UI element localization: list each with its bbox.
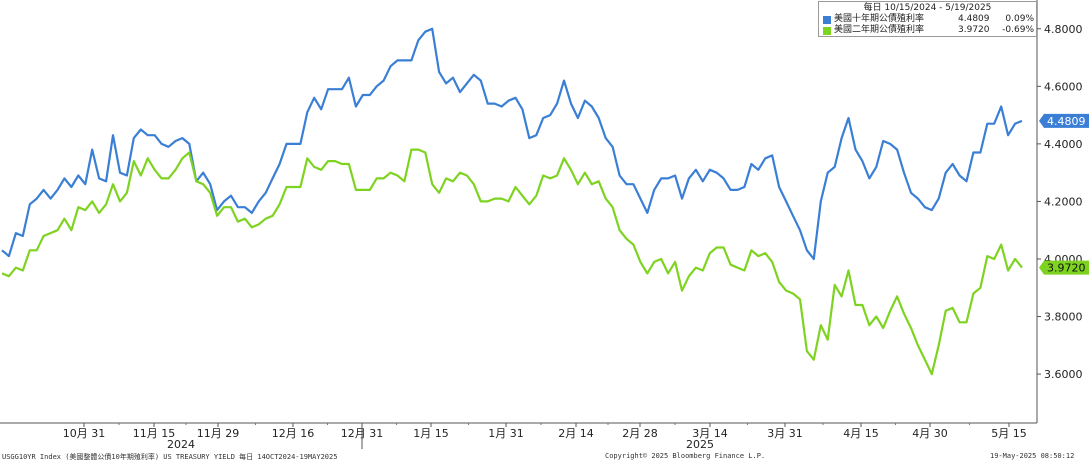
y-tick-label: 3.8000 bbox=[1044, 311, 1083, 324]
series-layer bbox=[1, 27, 1023, 376]
year-label: 2025 bbox=[686, 438, 714, 451]
last-value-tags: 4.4809 3.9720 bbox=[1039, 113, 1089, 275]
footer-timestamp: 19-May-2025 08:50:12 bbox=[990, 452, 1075, 460]
series-line-10y bbox=[1, 27, 1023, 261]
last-value-tag-2y bbox=[1039, 260, 1089, 275]
legend-value-10y: 4.4809 bbox=[958, 14, 990, 24]
year-label: 2024 bbox=[167, 438, 195, 451]
y-tick-label: 3.6000 bbox=[1044, 368, 1083, 381]
y-tick-label: 4.2000 bbox=[1044, 195, 1083, 208]
x-tick-label: 11月 29 bbox=[197, 427, 240, 440]
x-tick-label: 10月 31 bbox=[63, 427, 106, 440]
y-tick-label: 4.4000 bbox=[1044, 138, 1083, 151]
legend-swatch-10y bbox=[823, 15, 831, 24]
legend-row-10y: 美國十年期公債殖利率 4.4809 0.09% bbox=[819, 14, 1036, 25]
x-tick-label: 4月 15 bbox=[843, 427, 879, 440]
x-tick-label: 1月 31 bbox=[488, 427, 524, 440]
x-tick-label: 5月 15 bbox=[991, 427, 1027, 440]
x-axis: 10月 31 11月 15 11月 29 12月 16 12月 31 1月 15 1月 31… bbox=[0, 422, 1037, 451]
x-tick-label: 2月 14 bbox=[558, 427, 594, 440]
footer-ticker: USGG10YR Index (美國整體公債10年期殖利率) US TREASU… bbox=[2, 453, 338, 461]
legend-change-10y: 0.09% bbox=[1005, 14, 1034, 24]
x-tick-label: 12月 16 bbox=[272, 427, 315, 440]
footer-copyright: Copyright© 2025 Bloomberg Finance L.P. bbox=[605, 452, 766, 460]
x-tick-label: 3月 14 bbox=[692, 427, 728, 440]
y-axis: 3.60003.80004.00004.20004.40004.60004.80… bbox=[1036, 0, 1083, 423]
legend-swatch-2y bbox=[823, 26, 831, 35]
y-tick-label: 4.6000 bbox=[1044, 80, 1083, 93]
last-value-label-10y: 4.4809 bbox=[1047, 115, 1086, 128]
legend-header: 每日 10/15/2024 - 5/19/2025 bbox=[863, 3, 992, 13]
last-value-label-2y: 3.9720 bbox=[1047, 262, 1086, 275]
series-line-2y bbox=[1, 148, 1023, 376]
legend-change-2y: -0.69% bbox=[1002, 25, 1034, 35]
x-tick-label: 2月 28 bbox=[622, 427, 658, 440]
legend-name-2y: 美國二年期公債殖利率 bbox=[834, 25, 925, 35]
x-tick-label: 1月 15 bbox=[413, 427, 449, 440]
legend-name-10y: 美國十年期公債殖利率 bbox=[834, 14, 925, 24]
legend-value-2y: 3.9720 bbox=[958, 25, 990, 35]
x-tick-label: 11月 15 bbox=[133, 427, 176, 440]
legend-row-2y: 美國二年期公債殖利率 3.9720 -0.69% bbox=[819, 25, 1036, 36]
legend: 每日 10/15/2024 - 5/19/2025 美國十年期公債殖利率 4.4… bbox=[818, 1, 1037, 37]
y-tick-label: 4.8000 bbox=[1044, 23, 1083, 36]
last-value-tag-10y bbox=[1039, 113, 1089, 128]
x-tick-label: 3月 31 bbox=[767, 427, 803, 440]
x-tick-label: 4月 30 bbox=[912, 427, 948, 440]
